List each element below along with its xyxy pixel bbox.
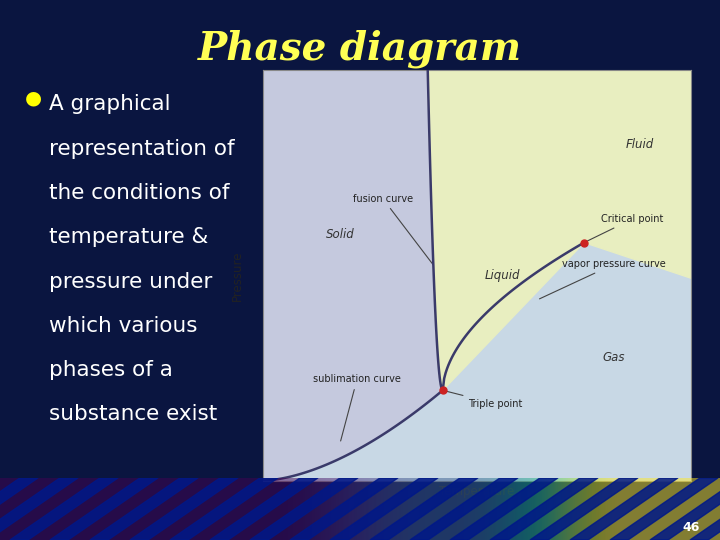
Polygon shape bbox=[410, 478, 518, 540]
Polygon shape bbox=[530, 478, 638, 540]
Polygon shape bbox=[690, 478, 720, 540]
Text: Critical point: Critical point bbox=[587, 214, 664, 241]
Polygon shape bbox=[263, 242, 691, 481]
Text: phases of a: phases of a bbox=[49, 360, 173, 380]
Text: A graphical: A graphical bbox=[49, 94, 171, 114]
Polygon shape bbox=[490, 478, 598, 540]
Polygon shape bbox=[130, 478, 238, 540]
Text: ●: ● bbox=[25, 88, 42, 107]
Polygon shape bbox=[250, 478, 358, 540]
Polygon shape bbox=[210, 478, 318, 540]
Text: Pressure: Pressure bbox=[230, 250, 243, 301]
Polygon shape bbox=[330, 478, 438, 540]
Polygon shape bbox=[428, 70, 691, 390]
Text: Solid: Solid bbox=[325, 228, 354, 241]
X-axis label: Temperature: Temperature bbox=[439, 485, 515, 498]
Text: temperature &: temperature & bbox=[49, 227, 208, 247]
Text: Phase diagram: Phase diagram bbox=[198, 30, 522, 68]
Text: Liquid: Liquid bbox=[485, 269, 521, 282]
Text: pressure under: pressure under bbox=[49, 272, 212, 292]
Text: representation of: representation of bbox=[49, 139, 235, 159]
Text: Fluid: Fluid bbox=[626, 138, 654, 151]
Text: which various: which various bbox=[49, 316, 197, 336]
Polygon shape bbox=[610, 478, 718, 540]
Polygon shape bbox=[428, 70, 584, 390]
Polygon shape bbox=[0, 478, 78, 540]
Polygon shape bbox=[90, 478, 198, 540]
Text: fusion curve: fusion curve bbox=[353, 193, 433, 265]
Polygon shape bbox=[0, 478, 38, 540]
Polygon shape bbox=[450, 478, 558, 540]
Text: Gas: Gas bbox=[603, 351, 626, 364]
Text: Triple point: Triple point bbox=[446, 391, 523, 409]
Polygon shape bbox=[290, 478, 398, 540]
Polygon shape bbox=[170, 478, 278, 540]
Polygon shape bbox=[10, 478, 118, 540]
Polygon shape bbox=[50, 478, 158, 540]
Text: sublimation curve: sublimation curve bbox=[313, 374, 401, 441]
Polygon shape bbox=[650, 478, 720, 540]
Polygon shape bbox=[570, 478, 678, 540]
Text: substance exist: substance exist bbox=[49, 404, 217, 424]
Polygon shape bbox=[370, 478, 478, 540]
Text: 46: 46 bbox=[683, 521, 700, 534]
Text: the conditions of: the conditions of bbox=[49, 183, 230, 203]
Text: vapor pressure curve: vapor pressure curve bbox=[539, 259, 666, 299]
